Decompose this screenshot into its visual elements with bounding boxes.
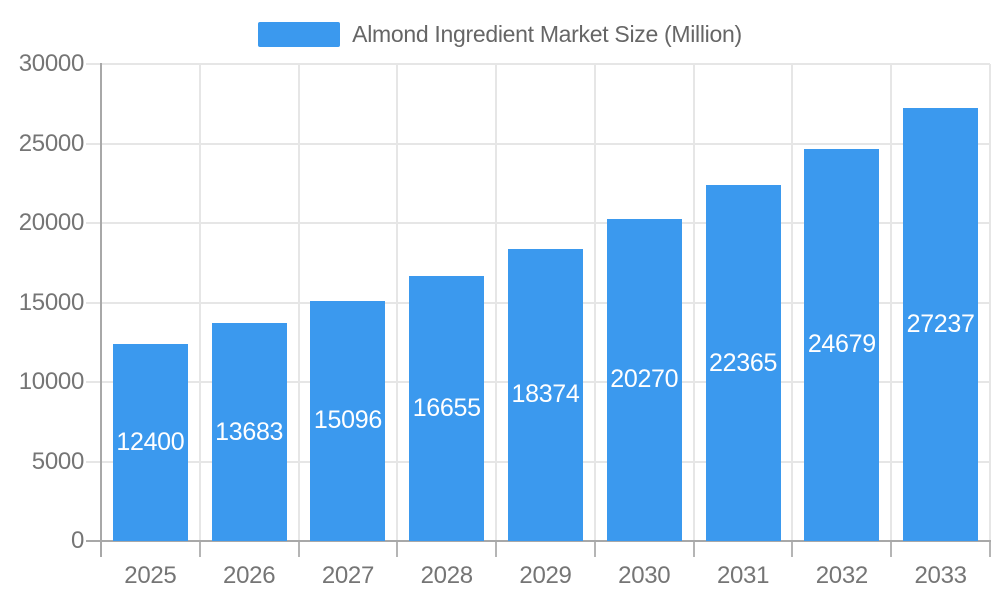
x-tick-label-2027: 2027 (321, 562, 375, 589)
y-tick-label: 20000 (18, 209, 85, 236)
bar-2031[interactable]: 22365 (705, 185, 781, 541)
bar-value-label: 15096 (313, 406, 382, 435)
bar-2029[interactable]: 18374 (508, 248, 583, 541)
h-gridline (86, 63, 990, 65)
v-gridline (692, 64, 695, 541)
y-tick-label: 30000 (18, 50, 85, 77)
bar-2028[interactable]: 16655 (409, 276, 485, 541)
h-gridline (86, 142, 990, 145)
y-tick-label: 25000 (18, 129, 85, 157)
x-tick-mark (791, 541, 794, 557)
x-tick-mark (198, 541, 201, 557)
bar-2026[interactable]: 13683 (211, 323, 287, 541)
bar-value-label: 22365 (709, 348, 778, 377)
x-tick-mark (495, 541, 498, 557)
v-gridline (495, 64, 498, 541)
bar-value-label: 12400 (116, 427, 185, 456)
x-tick-mark (890, 541, 893, 557)
x-tick-label-2030: 2030 (618, 562, 671, 589)
y-tick-label: 0 (70, 527, 84, 554)
legend-swatch-icon (258, 21, 341, 47)
x-tick-mark (989, 541, 991, 557)
y-tick-label: 10000 (18, 368, 85, 395)
x-tick-mark (396, 541, 399, 557)
x-tick-label-2028: 2028 (420, 562, 474, 589)
y-tick-label: 5000 (31, 447, 85, 475)
v-gridline (890, 64, 893, 541)
bar-value-label: 27237 (906, 309, 975, 338)
y-axis-line (100, 63, 102, 557)
bar-value-label: 24679 (807, 330, 876, 359)
legend-item-market-size[interactable]: Almond Ingredient Market Size (Million) (258, 21, 742, 48)
v-gridline (396, 64, 399, 541)
bar-value-label: 18374 (511, 380, 580, 409)
x-axis-line (86, 540, 991, 542)
bar-2033[interactable]: 27237 (903, 107, 979, 541)
x-tick-mark (593, 541, 596, 557)
legend-label: Almond Ingredient Market Size (Million) (352, 20, 742, 47)
x-tick-label-2031: 2031 (716, 562, 770, 589)
x-tick-label-2026: 2026 (223, 562, 276, 589)
bar-value-label: 13683 (215, 417, 284, 446)
x-tick-label-2029: 2029 (519, 562, 572, 589)
bar-value-label: 20270 (610, 365, 679, 394)
v-gridline (593, 64, 596, 541)
bar-2032[interactable]: 24679 (804, 148, 880, 541)
x-tick-label-2033: 2033 (914, 562, 968, 589)
legend: Almond Ingredient Market Size (Million) (0, 18, 1000, 50)
x-tick-mark (297, 541, 300, 557)
bar-2027[interactable]: 15096 (310, 300, 386, 541)
x-tick-label-2032: 2032 (815, 562, 869, 589)
x-tick-label-2025: 2025 (124, 562, 177, 589)
v-gridline (989, 64, 991, 541)
y-tick-label: 15000 (18, 288, 85, 316)
v-gridline (198, 64, 201, 541)
v-gridline (297, 64, 300, 541)
x-tick-mark (692, 541, 695, 557)
v-gridline (791, 64, 794, 541)
bar-2030[interactable]: 20270 (606, 218, 682, 541)
bar-value-label: 16655 (412, 394, 481, 423)
bar-2025[interactable]: 12400 (112, 343, 188, 541)
h-gridline (86, 222, 990, 224)
